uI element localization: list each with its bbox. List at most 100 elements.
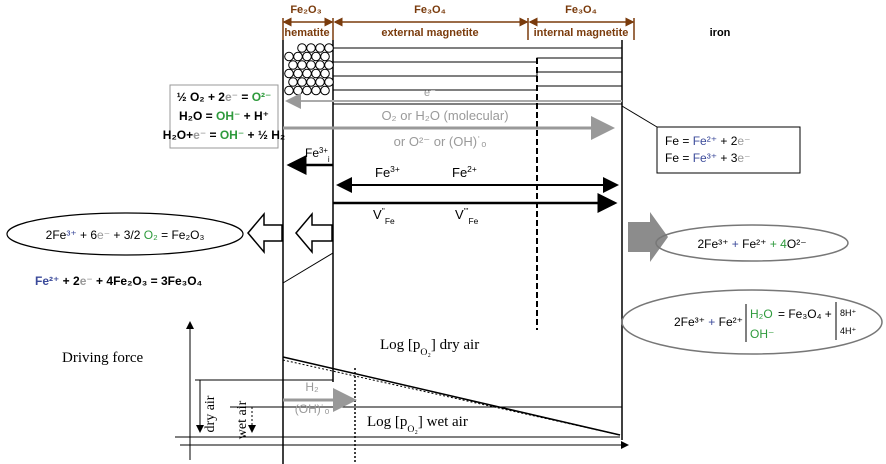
label: Fe²⁺ + 2e⁻ + 4Fe₂O₃ = 3Fe₃O₄	[35, 274, 203, 288]
text-segment: (OH)˙ₒ	[295, 402, 330, 416]
label: external magnetite	[381, 27, 478, 39]
label: OH⁻	[750, 327, 774, 341]
label: ½ O₂ + 2e⁻ = O²⁻	[177, 90, 272, 104]
text-segment: Log [p	[367, 414, 407, 430]
text-segment: OH⁻	[220, 128, 244, 142]
text-segment: O²⁻	[787, 237, 807, 251]
label: Fe = Fe²⁺ + 2e⁻	[665, 134, 750, 148]
label: dry air	[203, 395, 218, 432]
text-segment: Fe	[305, 146, 319, 160]
grain	[306, 43, 316, 53]
layout	[6, 17, 883, 464]
label: Log [pO₂] wet air	[367, 414, 468, 435]
text-segment: Fe₂O₃	[290, 4, 321, 16]
text-segment: Fe³⁺	[693, 151, 717, 165]
label: O₂ or H₂O (molecular)	[381, 108, 508, 123]
text-segment: e⁻	[424, 87, 436, 99]
text-segment: e⁻	[737, 151, 750, 165]
label: Log [pO₂] dry air	[380, 337, 479, 358]
text-segment: 4H⁺	[840, 326, 857, 336]
label: = Fe₃O₄ +	[778, 307, 832, 321]
grain	[293, 51, 303, 62]
label: H₂	[305, 380, 319, 394]
text-segment: 2Fe	[46, 228, 67, 242]
text-segment: +	[728, 237, 742, 251]
text-segment: H₂O	[750, 307, 773, 321]
text-segment: Fe =	[665, 134, 693, 148]
label: Fe2+	[452, 164, 477, 180]
label: 8H⁺	[840, 308, 857, 318]
grain	[293, 68, 303, 79]
text-segment: = Fe₂O₃	[158, 228, 205, 242]
grain	[293, 85, 303, 96]
text-segment: e⁻	[97, 228, 110, 242]
text-segment: e⁻	[193, 128, 206, 142]
grain	[311, 68, 321, 79]
label: V''Fe	[373, 206, 395, 226]
text-segment: internal magnetite	[534, 27, 629, 39]
label: Fe3+i	[305, 146, 330, 164]
label: or O²⁻ or (OH)˙ₒ	[394, 134, 487, 149]
label: Driving force	[62, 350, 144, 366]
grain	[297, 77, 307, 87]
label: Fe3+	[375, 164, 400, 180]
text-segment: dry air	[203, 395, 218, 432]
labels: Fe₂O₃ hematite Fe₃O₄ external magnetite Fe₃O…	[35, 4, 857, 439]
label: 4H⁺	[840, 326, 857, 336]
label: H₂O+e⁻ = OH⁻ + ½ H₂	[163, 128, 285, 142]
text-segment: Fe²⁺	[742, 237, 766, 251]
text-segment: Driving force	[62, 350, 144, 366]
label: Fe₃O₄	[565, 4, 597, 16]
text-segment: ] dry air	[431, 337, 479, 353]
label: hematite	[284, 27, 329, 39]
grain	[302, 68, 312, 79]
text-segment: Fe	[375, 165, 390, 180]
label: V'''Fe	[455, 206, 479, 226]
text-segment: Fe²⁺	[719, 315, 743, 329]
grain	[320, 68, 330, 79]
text-segment: 3+	[319, 146, 328, 155]
grain	[297, 43, 307, 53]
text-segment: Fe	[469, 216, 479, 226]
text-segment: e⁻	[737, 134, 750, 148]
label: iron	[710, 27, 731, 39]
text-segment: OH⁻	[750, 327, 774, 341]
grain	[315, 77, 325, 87]
grain	[284, 51, 294, 62]
label: 2Fe³⁺ + Fe²⁺ + 4O²⁻	[697, 237, 806, 251]
grain	[297, 60, 307, 70]
text-segment: Fe²⁺	[35, 274, 59, 288]
text-segment: 8H⁺	[840, 308, 857, 318]
text-segment: H₂O =	[179, 109, 216, 123]
text-segment: Log [p	[380, 337, 420, 353]
text-segment: OH⁻	[216, 109, 240, 123]
text-segment: O₂ or H₂O (molecular)	[381, 108, 508, 123]
text-segment: 2Fe³⁺	[697, 237, 728, 251]
label: Fe₃O₄	[414, 4, 446, 16]
text-segment: H₂	[305, 380, 319, 394]
grain	[288, 77, 298, 87]
text-segment: +	[705, 315, 719, 329]
label: Fe₂O₃	[290, 4, 321, 16]
text-segment: '''	[464, 206, 469, 216]
grain	[306, 77, 316, 87]
text-segment: + 4	[767, 237, 788, 251]
text-segment: ½ O₂ + 2	[177, 90, 226, 104]
text-segment: 2+	[467, 164, 477, 174]
text-segment: 3+	[390, 164, 400, 174]
text-segment: iron	[710, 27, 731, 39]
label: H₂O	[750, 307, 773, 321]
text-segment: Fe₃O₄	[414, 4, 446, 16]
grain	[320, 85, 330, 96]
label: internal magnetite	[534, 27, 629, 39]
text-segment: or O²⁻ or (OH)˙ₒ	[394, 134, 487, 149]
text-segment: + 3	[717, 151, 738, 165]
text-segment: O₂	[407, 424, 417, 435]
label: wet air	[235, 400, 250, 439]
grain	[288, 60, 298, 70]
grain	[302, 85, 312, 96]
label: Fe = Fe³⁺ + 3e⁻	[665, 151, 750, 165]
text-segment: = Fe₃O₄ +	[778, 307, 832, 321]
grain	[324, 43, 334, 53]
